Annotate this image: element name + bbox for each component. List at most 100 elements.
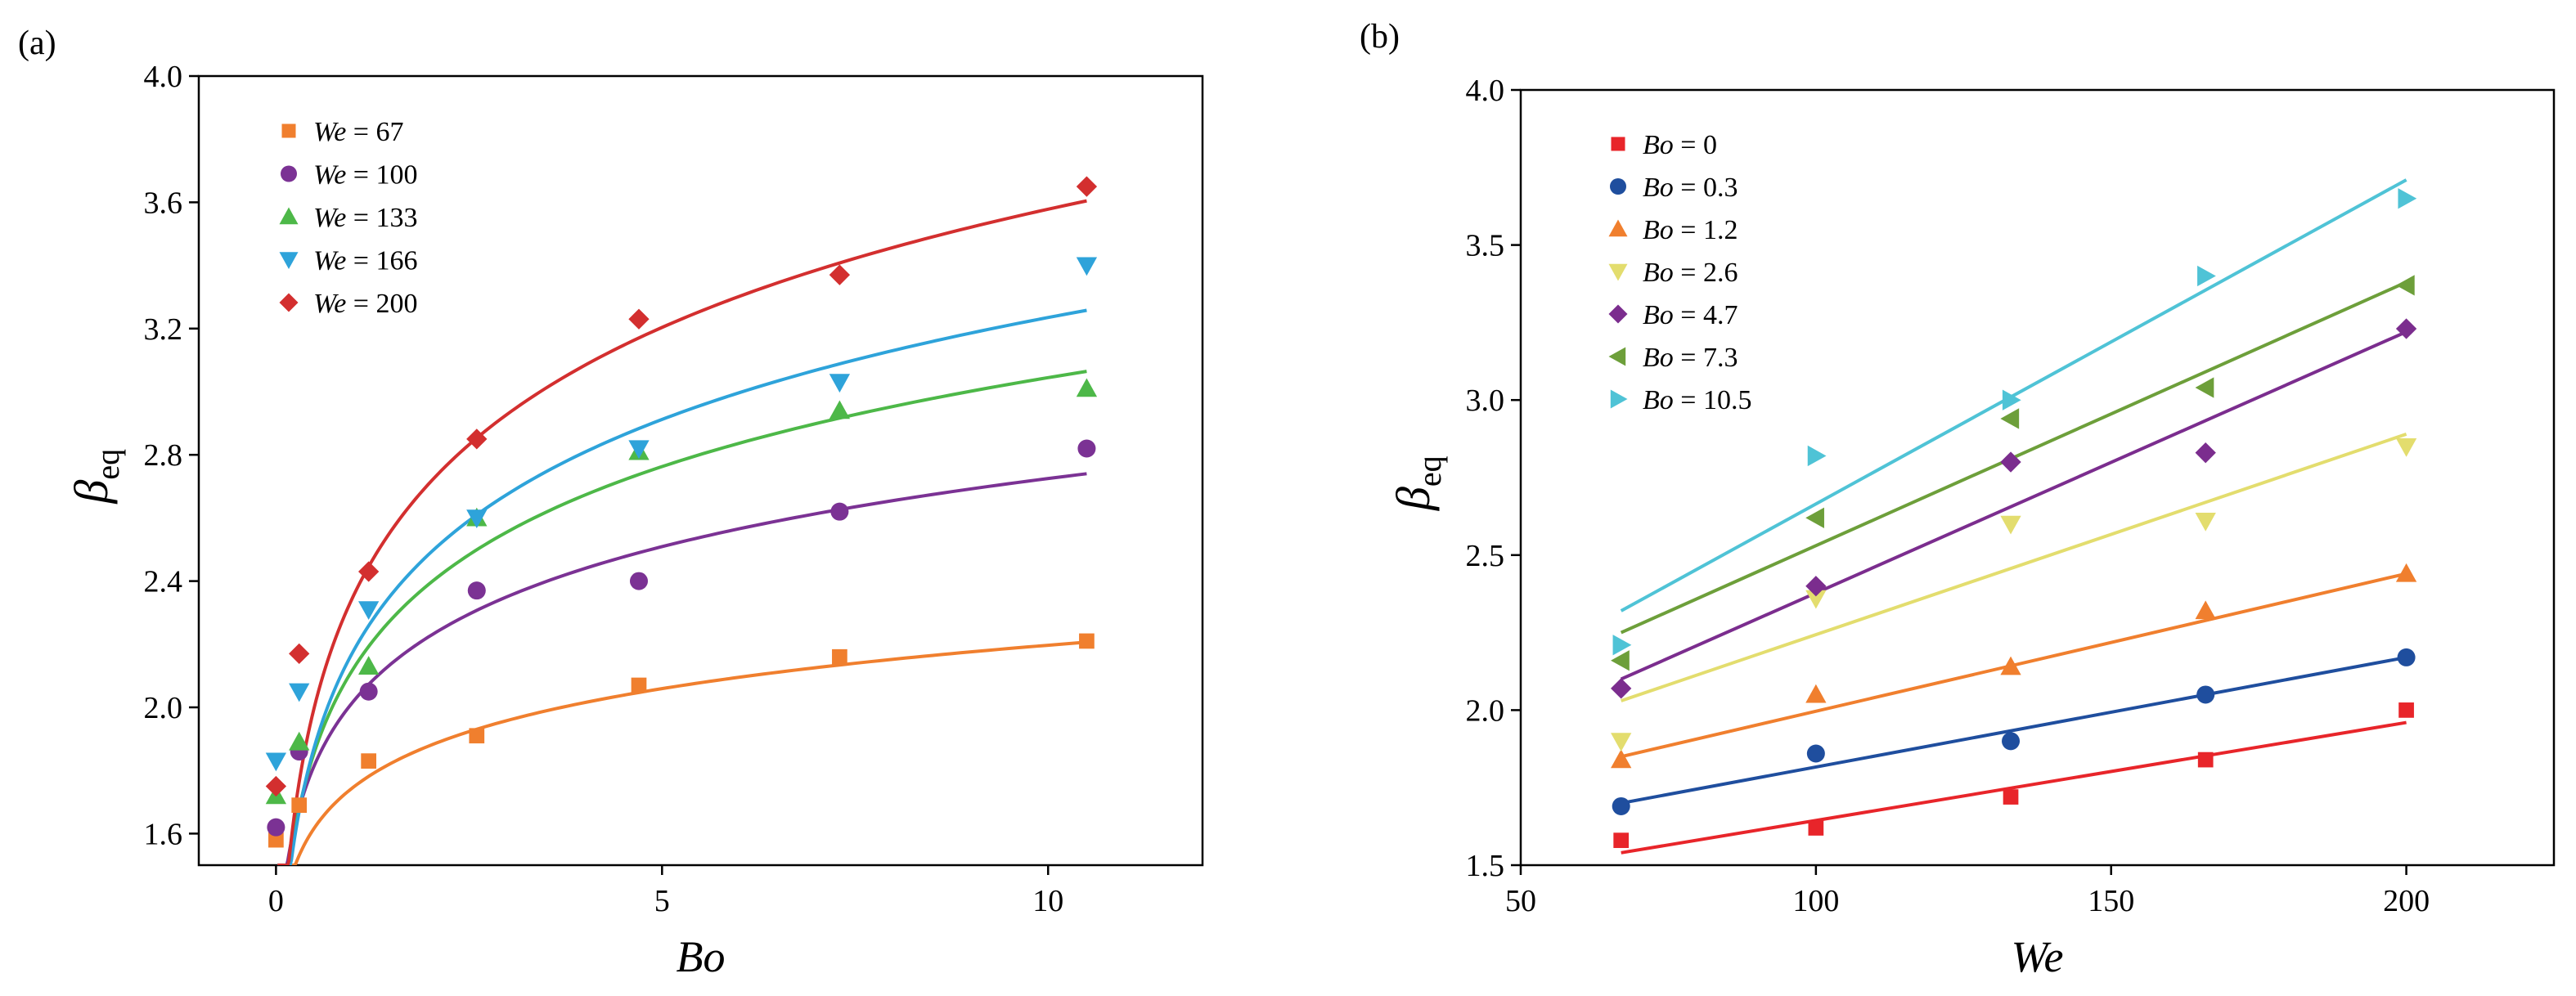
data-point <box>2196 685 2215 704</box>
panel-label: (a) <box>18 25 56 62</box>
legend-entry: Bo = 10.5 <box>1643 385 1751 415</box>
data-point <box>1076 176 1098 197</box>
data-point <box>289 643 310 665</box>
legend-marker <box>279 293 299 312</box>
data-point <box>1805 507 1824 528</box>
data-point <box>2197 751 2214 768</box>
x-tick-label: 50 <box>1505 884 1536 918</box>
y-tick-label: 4.0 <box>144 60 183 94</box>
legend-entry: Bo = 0 <box>1643 130 1717 160</box>
data-point <box>469 728 485 744</box>
data-point <box>265 775 287 797</box>
data-point <box>2000 408 2020 429</box>
legend-marker <box>279 207 299 225</box>
x-tick-label: 200 <box>2383 884 2430 918</box>
data-point <box>2000 515 2021 535</box>
data-point <box>2000 656 2021 675</box>
data-point <box>1611 733 1632 751</box>
legend-entry: Bo = 7.3 <box>1643 343 1738 373</box>
data-point <box>829 374 851 393</box>
y-axis-label: βeq <box>1387 455 1448 511</box>
y-axis-label: βeq <box>65 449 126 505</box>
data-point <box>2195 600 2216 620</box>
legend-marker <box>1610 178 1626 195</box>
data-point <box>1079 633 1095 649</box>
fit-line <box>1621 655 2407 805</box>
data-point <box>2003 789 2019 805</box>
data-point <box>1611 749 1632 769</box>
data-point <box>629 572 648 590</box>
data-point <box>1077 439 1096 458</box>
legend-marker <box>281 123 296 138</box>
data-point <box>289 683 310 702</box>
legend-entry: Bo = 0.3 <box>1643 173 1738 203</box>
y-tick-label: 2.5 <box>1466 539 1505 573</box>
y-tick-label: 1.6 <box>144 817 183 851</box>
data-point <box>289 731 310 751</box>
y-tick-label: 2.4 <box>144 565 183 599</box>
data-point <box>1076 378 1098 397</box>
legend-marker <box>1608 347 1626 366</box>
data-point <box>1076 257 1098 276</box>
data-point <box>1808 820 1824 836</box>
data-point <box>1611 650 1630 671</box>
data-point <box>2195 442 2216 464</box>
data-point <box>832 648 847 665</box>
data-point <box>2195 377 2214 398</box>
data-point <box>361 753 376 769</box>
data-point <box>267 818 285 837</box>
plot-frame <box>1519 88 2556 867</box>
fit-line <box>1621 720 2407 855</box>
legend-marker <box>1608 304 1628 324</box>
data-point <box>291 797 308 814</box>
data-point <box>466 509 488 529</box>
data-point <box>1807 445 1827 467</box>
fit-line <box>277 472 1087 865</box>
data-point <box>2197 265 2216 287</box>
fit-line <box>277 370 1087 865</box>
data-point <box>2398 188 2417 209</box>
legend-entry: We = 166 <box>313 246 417 276</box>
panel-label: (b) <box>1360 18 1400 56</box>
y-tick-label: 3.0 <box>1466 384 1505 418</box>
data-point <box>829 400 851 419</box>
data-point <box>1613 832 1630 849</box>
panel-a-chart: (a) 0 5 10 1.6 2.0 2.4 2.8 3.2 3.6 4.0 Bo βeq We = 67… <box>18 25 1204 981</box>
data-point <box>829 264 851 285</box>
data-point <box>2395 275 2415 296</box>
data-point <box>1805 590 1827 609</box>
data-point <box>1612 796 1630 815</box>
data-point <box>628 308 650 330</box>
data-point <box>359 682 378 701</box>
fit-line <box>277 640 1087 865</box>
legend-marker <box>1610 389 1628 409</box>
data-point <box>2002 389 2021 411</box>
data-point <box>631 677 647 693</box>
data-point <box>1611 678 1632 699</box>
x-tick-label: 0 <box>268 884 284 918</box>
data-point <box>1805 576 1827 597</box>
data-point <box>1612 635 1632 656</box>
plot-frame <box>197 74 1204 867</box>
y-tick-label: 3.6 <box>144 186 183 220</box>
legend-marker <box>1611 137 1625 151</box>
data-point <box>268 832 284 848</box>
data-point <box>2395 318 2417 339</box>
data-point <box>2002 732 2021 751</box>
x-axis-label: Bo <box>677 932 726 981</box>
legend-marker <box>281 165 297 182</box>
data-point <box>2000 451 2021 473</box>
x-tick-label: 5 <box>654 884 670 918</box>
y-tick-label: 1.5 <box>1466 849 1505 883</box>
x-tick-label: 10 <box>1032 884 1063 918</box>
y-tick-label: 2.8 <box>144 438 183 473</box>
y-tick-label: 4.0 <box>1466 74 1505 108</box>
data-point <box>466 428 488 450</box>
legend-entry: We = 200 <box>313 289 417 319</box>
data-point <box>265 752 287 772</box>
data-point <box>357 656 380 675</box>
y-tick-label: 3.5 <box>1466 229 1505 263</box>
legend-entry: We = 133 <box>313 203 417 233</box>
data-point <box>1805 684 1827 703</box>
